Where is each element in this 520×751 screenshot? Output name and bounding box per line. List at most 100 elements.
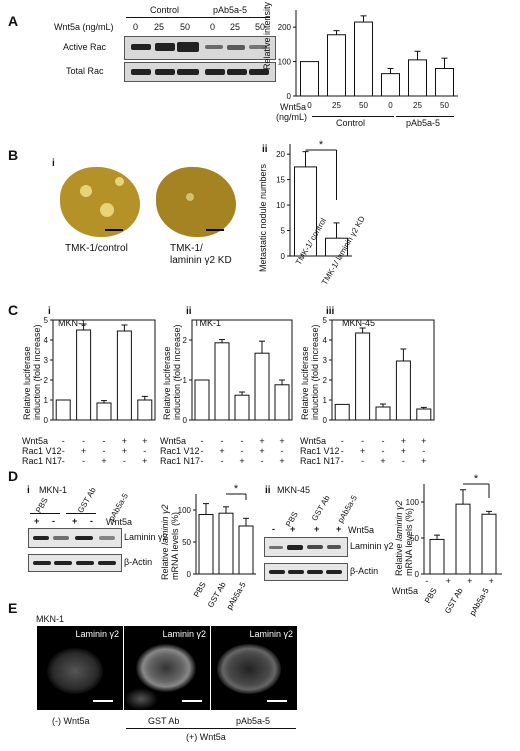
sign-row-label: Wnt5a bbox=[22, 436, 49, 446]
sign: - bbox=[62, 456, 65, 466]
lane-bracket bbox=[66, 513, 96, 514]
sign: - bbox=[425, 576, 428, 586]
sign: + bbox=[142, 436, 147, 446]
y-tick-label: 1 bbox=[44, 396, 49, 405]
dose-label: 0 bbox=[133, 22, 139, 32]
pab-bracket bbox=[200, 17, 270, 18]
chart-a-bracket bbox=[312, 116, 394, 117]
sign: + bbox=[401, 436, 406, 446]
lung-image-control bbox=[60, 165, 145, 240]
sign: - bbox=[341, 446, 344, 456]
chart-c-title: MKN-1 bbox=[58, 318, 87, 328]
y-tick-label: 100 bbox=[278, 58, 292, 67]
sign: - bbox=[241, 436, 244, 446]
sign: + bbox=[421, 456, 426, 466]
bar bbox=[481, 513, 497, 575]
sub-label: ii bbox=[265, 485, 271, 496]
sign: - bbox=[143, 446, 146, 456]
sign-row-label: Rac1 V12 bbox=[300, 446, 340, 456]
active-rac-blot bbox=[124, 36, 276, 60]
sign: + bbox=[122, 446, 127, 456]
bar bbox=[238, 525, 254, 575]
e-bracket bbox=[126, 728, 296, 729]
sign: + bbox=[259, 436, 264, 446]
sign: - bbox=[62, 436, 65, 446]
y-tick-label: 1 bbox=[323, 396, 328, 405]
sign: - bbox=[221, 456, 224, 466]
chart-a-group-control: Control bbox=[336, 118, 366, 128]
x-tick-label: pAb5a-5 bbox=[225, 580, 248, 611]
wnt-label: Wnt5a bbox=[348, 525, 375, 535]
y-tick-label: 1 bbox=[183, 376, 188, 385]
e-title: MKN-1 bbox=[36, 614, 65, 624]
chart-a-group-pab: pAb5a-5 bbox=[406, 118, 441, 128]
y-tick-label: 15 bbox=[276, 176, 285, 185]
y-tick-label: 0 bbox=[287, 92, 292, 101]
sign: + bbox=[380, 456, 385, 466]
bar bbox=[218, 512, 234, 575]
lung-image-kd bbox=[156, 165, 241, 240]
y-tick-label: 50 bbox=[410, 534, 419, 543]
bar bbox=[300, 61, 319, 97]
sign: - bbox=[382, 436, 385, 446]
x-tick-label: 0 bbox=[388, 101, 393, 110]
sign: + bbox=[279, 456, 284, 466]
blot-pab-label: pAb5a-5 bbox=[213, 5, 248, 15]
y-tick-label: 5 bbox=[44, 316, 49, 325]
significance-star: * bbox=[319, 139, 324, 151]
sign: - bbox=[422, 446, 425, 456]
dose-label: 50 bbox=[180, 22, 191, 32]
bar bbox=[429, 538, 445, 575]
total-rac-blot bbox=[124, 62, 276, 82]
sign-row-label: Rac1 V12 bbox=[22, 446, 62, 456]
chart-a-relative-intensity: 0 100 200 0 25 50 0 25 50 bbox=[278, 10, 458, 110]
sub-label: i bbox=[52, 158, 55, 169]
panel-label-b: B bbox=[8, 147, 19, 163]
y-tick-label: 50 bbox=[182, 538, 191, 547]
sign: - bbox=[361, 456, 364, 466]
sign: + bbox=[401, 446, 406, 456]
y-tick-label: 10 bbox=[276, 201, 285, 210]
y-tick-label: 4 bbox=[323, 336, 328, 345]
sign: + bbox=[467, 576, 472, 586]
e-caption: pAb5a-5 bbox=[236, 716, 271, 726]
sign: + bbox=[279, 436, 284, 446]
sign: - bbox=[103, 436, 106, 446]
sub-label: ii bbox=[186, 306, 192, 317]
chart-b-nodules: 0 5 10 15 20 * bbox=[276, 139, 352, 261]
sign: - bbox=[201, 446, 204, 456]
sign: + bbox=[446, 576, 451, 586]
sign: + bbox=[489, 576, 494, 586]
e-caption: GST Ab bbox=[148, 716, 180, 726]
y-tick-label: 0 bbox=[187, 570, 192, 579]
y-tick-label: 200 bbox=[278, 23, 292, 32]
y-tick-label: 2 bbox=[183, 336, 188, 345]
dose-label: 25 bbox=[154, 22, 165, 32]
sign: + bbox=[239, 456, 244, 466]
sign: - bbox=[90, 516, 93, 526]
panel-label-e: E bbox=[8, 600, 18, 616]
sign: - bbox=[201, 456, 204, 466]
y-tick-label: 100 bbox=[178, 506, 192, 515]
x-tick-label: pAb5a-5 bbox=[468, 586, 491, 617]
sign: + bbox=[259, 446, 264, 456]
actin-blot-left bbox=[28, 554, 122, 572]
sign-row-label: Wnt5a bbox=[160, 436, 187, 446]
micrograph-label: Laminin γ2 bbox=[162, 629, 206, 639]
sign: - bbox=[123, 456, 126, 466]
y-tick-label: 0 bbox=[323, 416, 328, 425]
sign-row-label: Rac1 N17 bbox=[300, 456, 341, 466]
y-tick-label: 2 bbox=[44, 376, 49, 385]
sub-label: ii bbox=[262, 144, 268, 155]
lane-bracket bbox=[30, 513, 60, 514]
x-tick-label: 50 bbox=[359, 101, 368, 110]
panel-label-d: D bbox=[8, 468, 19, 484]
panel-label-c: C bbox=[8, 302, 19, 318]
micrograph-pab: Laminin γ2 bbox=[211, 626, 297, 710]
y-tick-label: 3 bbox=[44, 356, 49, 365]
sign: + bbox=[290, 524, 296, 534]
y-tick-label: 5 bbox=[281, 227, 286, 236]
y-tick-label: 0 bbox=[183, 416, 188, 425]
chart-c-title: TMK-1 bbox=[194, 318, 221, 328]
